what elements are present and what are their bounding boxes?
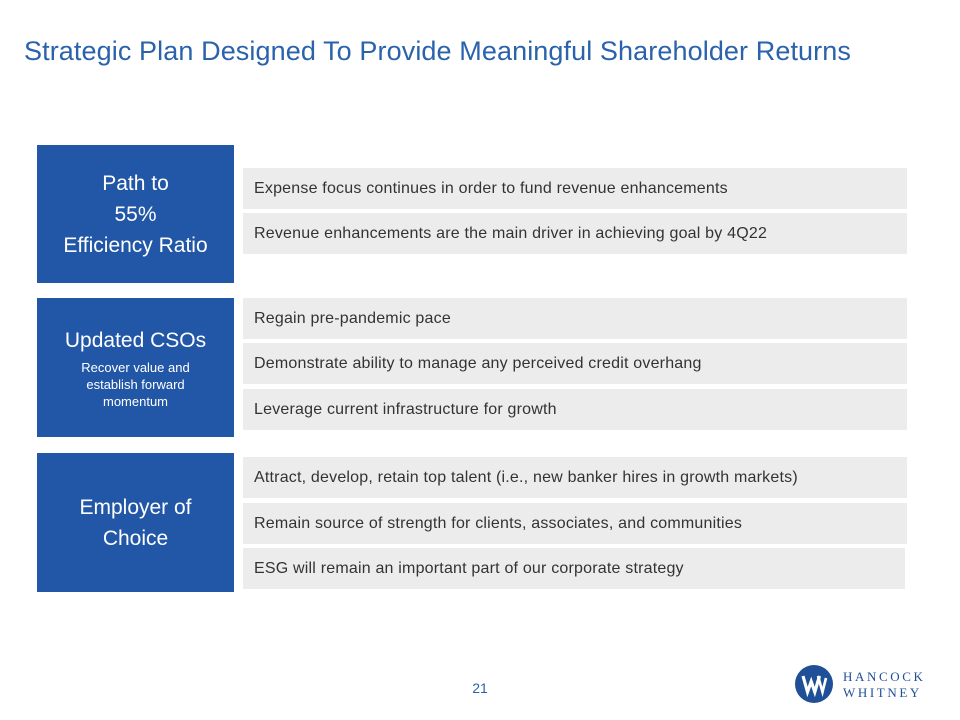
company-logo: HANCOCK WHITNEY (795, 665, 935, 705)
logo-line: WHITNEY (843, 685, 922, 700)
bullet-bar: Regain pre-pandemic pace (243, 298, 907, 339)
heading-line: Path to (102, 171, 169, 195)
heading-line: Choice (102, 526, 169, 550)
page-number: 21 (472, 680, 488, 696)
heading-line: 55% (114, 202, 157, 226)
bullet-bar: Attract, develop, retain top talent (i.e… (243, 457, 907, 498)
hancock-whitney-w-icon (795, 665, 833, 703)
heading-line: Updated CSOs (64, 329, 207, 352)
page-title: Strategic Plan Designed To Provide Meani… (24, 36, 851, 66)
bullet-bar: Leverage current infrastructure for grow… (243, 389, 907, 430)
logo-wordmark: HANCOCK WHITNEY (843, 669, 925, 701)
heading-subtext: Recover value and establish forward mome… (81, 360, 190, 409)
section-heading-employer-of-choice: Employer of Choice (37, 453, 234, 592)
bullet-bar: Remain source of strength for clients, a… (243, 503, 907, 544)
section-heading-updated-csos: Updated CSOs Recover value and establish… (37, 298, 234, 437)
heading-line: Efficiency Ratio (63, 233, 208, 257)
section-heading-efficiency-ratio: Path to 55% Efficiency Ratio (37, 145, 234, 283)
bullet-bar: Demonstrate ability to manage any percei… (243, 343, 907, 384)
logo-line: HANCOCK (843, 669, 926, 684)
heading-line: Employer of (79, 495, 192, 519)
bullet-bar: ESG will remain an important part of our… (243, 548, 905, 589)
bullet-bar: Revenue enhancements are the main driver… (243, 213, 907, 254)
bullet-bar: Expense focus continues in order to fund… (243, 168, 907, 209)
